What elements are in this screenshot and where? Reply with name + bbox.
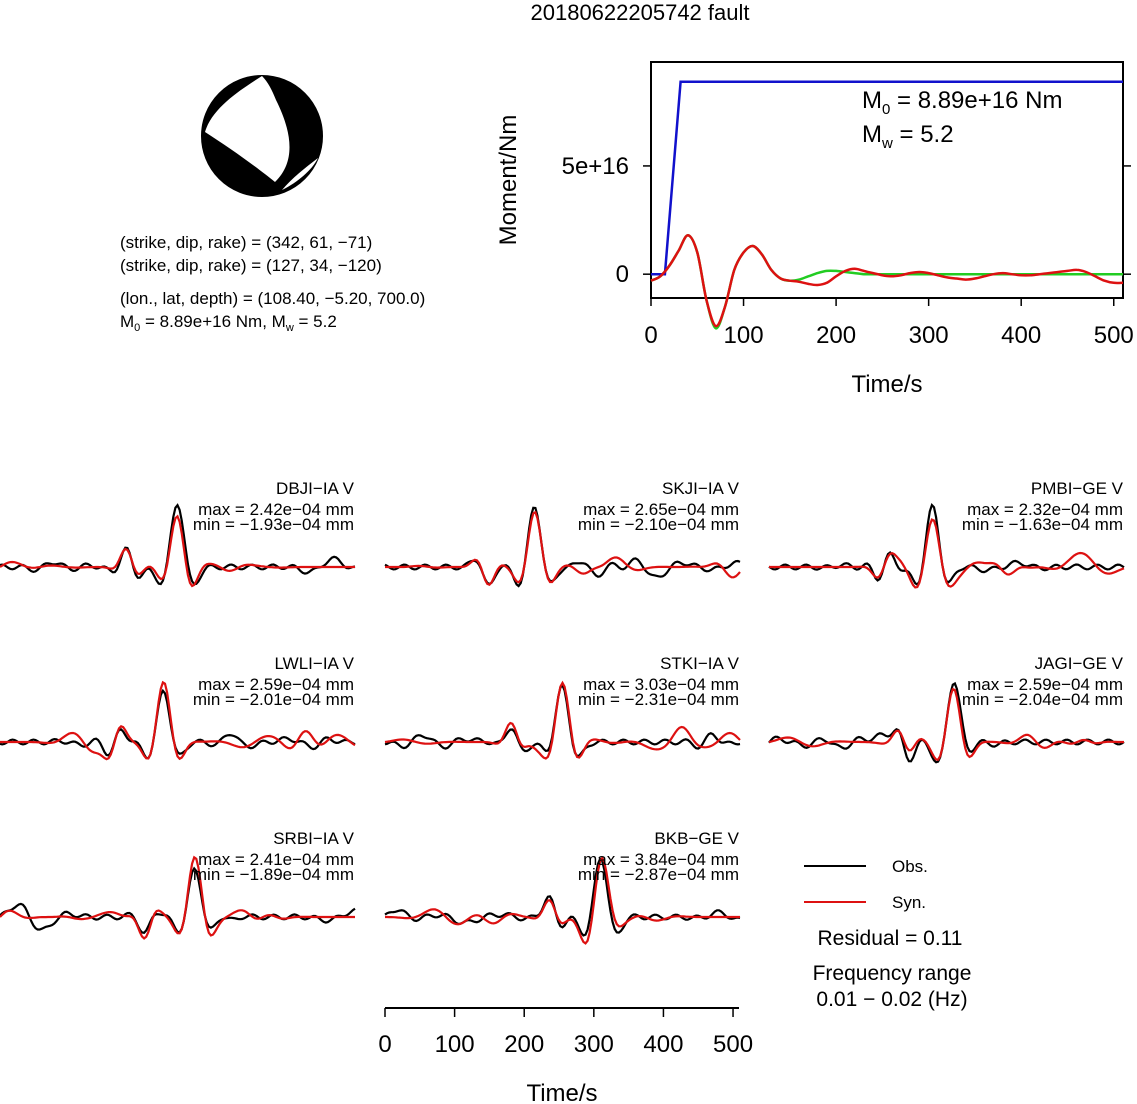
synthetic-waveform	[385, 855, 740, 945]
station-name: PMBI−GE V	[1031, 479, 1124, 498]
waveform-axis-xlabel: Time/s	[526, 1080, 597, 1104]
station-max: max = 2.59e−04 mm	[967, 675, 1123, 694]
station-name: BKB−GE V	[654, 829, 739, 848]
station-max: max = 2.42e−04 mm	[198, 500, 354, 519]
synthetic-waveform	[384, 680, 741, 760]
moment-xtick-label: 500	[1094, 322, 1134, 349]
moment-ytick-label: 5e+16	[562, 153, 629, 180]
moment-plot-xlabel: Time/s	[851, 371, 922, 398]
station-max: max = 2.65e−04 mm	[583, 500, 739, 519]
moment-plot-annotation-m0: M0 = 8.89e+16 Nm	[862, 87, 1062, 118]
synthetic-waveform	[385, 510, 741, 586]
moment-magnitude-summary: M0 = 8.89e+16 Nm, Mw = 5.2	[120, 312, 337, 334]
waveform-xtick-label: 400	[643, 1031, 683, 1058]
moment-xtick-label: 200	[816, 322, 856, 349]
synthetic-waveform	[768, 687, 1124, 761]
station-name: SRBI−IA V	[273, 829, 354, 848]
moment-xtick-label: 400	[1001, 322, 1041, 349]
station-name: JAGI−GE V	[1035, 654, 1124, 673]
frequency-range-value: 0.01 − 0.02 (Hz)	[816, 988, 967, 1011]
waveform-xtick-label: 300	[574, 1031, 614, 1058]
station-min: min = −2.87e−04 mm	[578, 865, 739, 884]
figure-title: 20180622205742 fault	[531, 0, 750, 25]
moment-ytick-label: 0	[616, 261, 629, 288]
waveform-time-axis: Time/s 0 100 200 300 400 500	[378, 1007, 753, 1104]
station-max: max = 2.32e−04 mm	[967, 500, 1123, 519]
station-max: max = 2.59e−04 mm	[198, 675, 354, 694]
station-max: max = 3.03e−04 mm	[583, 675, 739, 694]
beachball-dilatation-quadrant	[205, 76, 290, 182]
moment-xtick-label: 100	[724, 322, 764, 349]
waveform-xtick-label: 100	[435, 1031, 475, 1058]
fault-plane-1: (strike, dip, rake) = (342, 61, −71)	[120, 233, 372, 252]
station-name: SKJI−IA V	[662, 479, 740, 498]
waveform-xtick-label: 200	[504, 1031, 544, 1058]
moment-xtick-label: 300	[909, 322, 949, 349]
station-min: min = −1.93e−04 mm	[193, 515, 354, 534]
station-min: min = −1.63e−04 mm	[962, 515, 1123, 534]
observed-waveform	[384, 683, 741, 758]
beachball-dilatation-quadrant-small	[282, 158, 318, 190]
station-min: min = −2.31e−04 mm	[578, 690, 739, 709]
station-name: DBJI−IA V	[276, 479, 355, 498]
moment-plot-annotation-mw: Mw = 5.2	[862, 121, 954, 152]
focal-mechanism-beachball	[201, 75, 323, 197]
hypocenter-location: (lon., lat, depth) = (108.40, −5.20, 700…	[120, 289, 425, 308]
synthetic-waveform	[0, 514, 355, 588]
moment-xtick-label: 0	[644, 322, 657, 349]
moment-plot-ylabel: Moment/Nm	[495, 115, 522, 246]
moment-series-moment	[651, 80, 1123, 276]
legend: Obs. Syn. Residual = 0.11 Frequency rang…	[804, 857, 971, 1011]
moment-plot-frame	[650, 61, 1124, 299]
station-name: STKI−IA V	[660, 654, 740, 673]
frequency-range-label: Frequency range	[813, 962, 972, 985]
waveform-xtick-label: 0	[378, 1031, 391, 1058]
station-min: min = −2.01e−04 mm	[193, 690, 354, 709]
synthetic-waveform	[769, 518, 1125, 589]
station-min: min = −1.89e−04 mm	[193, 865, 354, 884]
legend-obs-label: Obs.	[892, 857, 928, 876]
station-max: max = 3.84e−04 mm	[583, 850, 739, 869]
moment-plot: Moment/Nm Time/s M0 = 8.89e+16 Nm Mw = 5…	[495, 61, 1134, 398]
moment-series-rate_synthetic	[650, 233, 1124, 328]
fault-info: (strike, dip, rake) = (342, 61, −71) (st…	[120, 233, 425, 334]
station-max: max = 2.41e−04 mm	[198, 850, 354, 869]
waveform-xtick-label: 500	[713, 1031, 753, 1058]
station-name: LWLI−IA V	[274, 654, 354, 673]
residual-text: Residual = 0.11	[818, 927, 963, 950]
synthetic-waveform	[0, 855, 355, 940]
station-min: min = −2.04e−04 mm	[962, 690, 1123, 709]
fault-plane-2: (strike, dip, rake) = (127, 34, −120)	[120, 256, 382, 275]
legend-syn-label: Syn.	[892, 893, 926, 912]
synthetic-waveform	[0, 680, 356, 761]
observed-waveform	[384, 506, 741, 588]
station-min: min = −2.10e−04 mm	[578, 515, 739, 534]
